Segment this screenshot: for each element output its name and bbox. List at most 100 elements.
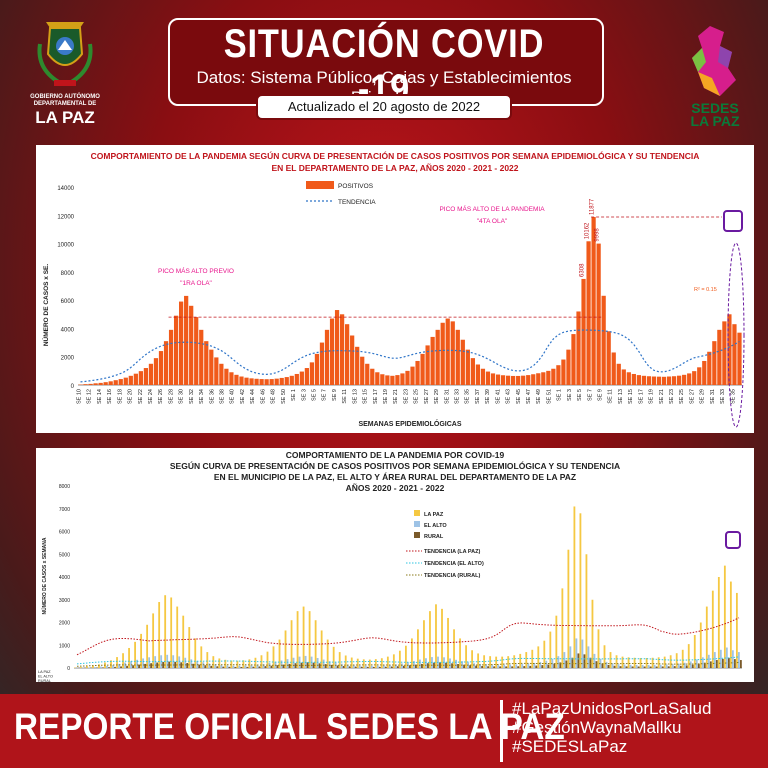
- chart2-bar: [545, 660, 548, 668]
- chart-municipal-panel: COMPORTAMIENTO DE LA PANDEMIA POR COVID-…: [36, 448, 754, 682]
- chart2-bar: [429, 611, 431, 669]
- chart1-data-label: 6308: [580, 263, 586, 277]
- chart1-x-tick: SE 44: [250, 389, 256, 404]
- chart1-bar: [108, 381, 113, 385]
- chart2-bar: [511, 666, 514, 668]
- chart2-bar: [585, 554, 588, 668]
- chart2-bar: [641, 664, 644, 668]
- chart2-bar: [284, 630, 287, 668]
- chart2-bar: [376, 665, 379, 668]
- chart2-bar: [384, 666, 387, 668]
- chart1-bar: [566, 349, 571, 385]
- chart2-title-line1: COMPORTAMIENTO DE LA PANDEMIA POR COVID-…: [285, 450, 505, 460]
- chart1-bar: [339, 314, 345, 385]
- chart1-bar: [666, 376, 672, 385]
- chart2-bar: [553, 663, 556, 668]
- chart1-bar: [279, 377, 284, 385]
- chart1-r2-label: R² = 0.15: [694, 287, 717, 293]
- chart2-bar: [435, 604, 437, 668]
- chart1-y-tick: 10000: [57, 243, 74, 249]
- chart2-bar: [735, 592, 738, 668]
- chart1-bar: [405, 370, 410, 385]
- chart2-y-tick: 7000: [59, 507, 70, 513]
- chart1-y-label: NÚMERO DE CASOS x SE.: [41, 264, 50, 347]
- chart1-bar: [521, 375, 526, 385]
- chart1-bar: [737, 332, 742, 385]
- chart2-bar: [417, 629, 419, 668]
- chart2-bar: [336, 665, 339, 668]
- chart2-bar: [561, 588, 564, 669]
- chart1-bar: [450, 321, 455, 385]
- department-map-icon: [692, 26, 736, 96]
- chart2-bar: [94, 667, 96, 668]
- chart1-bar: [143, 368, 149, 385]
- chart2-bar: [663, 656, 666, 669]
- chart1-bar: [722, 321, 727, 385]
- chart2-bar: [635, 664, 638, 668]
- chart2-bar: [188, 627, 191, 668]
- chart2-bar: [689, 661, 692, 668]
- chart2-bar: [272, 646, 275, 668]
- chart1-trend-line: [80, 329, 740, 383]
- hashtag-3: #SEDESLaPaz: [512, 737, 628, 756]
- chart2-bar: [423, 620, 425, 668]
- chart1-x-tick: SE 7: [587, 389, 593, 401]
- chart2-bar: [703, 662, 706, 668]
- chart2-bar: [110, 660, 112, 668]
- chart1-bar: [329, 318, 335, 385]
- chart1-bar: [194, 317, 199, 385]
- chart2-bar: [737, 652, 740, 668]
- chart1-x-tick: SE 1: [557, 389, 563, 401]
- chart2-bar: [240, 666, 243, 668]
- chart1-x-tick: SE 3: [567, 389, 573, 401]
- chart1-bar: [259, 379, 264, 385]
- chart1-bar: [671, 376, 677, 385]
- chart2-row-label: RURAL: [38, 679, 51, 682]
- chart2-bar: [198, 664, 201, 668]
- chart2-bar: [533, 662, 536, 668]
- chart1-x-tick: SE 25: [414, 389, 420, 404]
- chart2-bar: [370, 665, 373, 668]
- chart1-bar: [581, 278, 586, 385]
- chart2-bar: [419, 659, 421, 668]
- chart1-x-tick: SE 7: [322, 389, 328, 401]
- chart2-bar: [114, 666, 116, 668]
- chart1-bar: [214, 357, 219, 385]
- chart2-bar: [733, 659, 736, 668]
- chart2-bar: [653, 664, 656, 668]
- chart2-bar: [563, 652, 566, 668]
- chart2-bar: [631, 666, 634, 668]
- hashtag-1: #LaPazUnidosPorLaSalud: [512, 699, 712, 718]
- chart2-bar: [655, 666, 658, 668]
- chart2-bar: [441, 608, 443, 668]
- chart1-x-tick: SE 16: [107, 389, 113, 404]
- chart2-trend-line: [76, 617, 740, 656]
- chart2-bar: [88, 667, 90, 668]
- chart2-bar: [332, 646, 335, 668]
- chart1-x-tick: SE 24: [148, 389, 154, 404]
- chart2-bar: [627, 657, 630, 668]
- chart2-bar: [218, 658, 221, 668]
- chart1-legend-tendencia: TENDENCIA: [338, 199, 376, 206]
- chart1-bar: [138, 371, 143, 385]
- chart2-bar: [569, 646, 572, 668]
- chart1-bar: [123, 377, 128, 385]
- chart1-bar: [168, 329, 174, 385]
- chart2-bar: [252, 666, 255, 668]
- chart1-bar: [375, 372, 380, 385]
- chart1-x-tick: SE 26: [158, 389, 164, 404]
- chart1-bar: [702, 360, 707, 385]
- chart2-bar: [637, 666, 640, 668]
- chart1-x-tick: SE 3: [301, 389, 307, 401]
- chart2-bar: [549, 631, 552, 668]
- chart2-bar: [396, 666, 399, 668]
- chart2-bar: [344, 655, 347, 668]
- chart1-x-tick: SE 33: [720, 389, 726, 404]
- chart2-bar: [421, 663, 423, 668]
- chart2-bar: [132, 665, 134, 668]
- chart2-y-tick: 0: [67, 666, 70, 672]
- chart2-bar: [621, 656, 624, 669]
- chart1-x-tick: SE 14: [97, 389, 103, 404]
- chart2-bar: [565, 660, 568, 668]
- chart2-bar: [547, 664, 550, 668]
